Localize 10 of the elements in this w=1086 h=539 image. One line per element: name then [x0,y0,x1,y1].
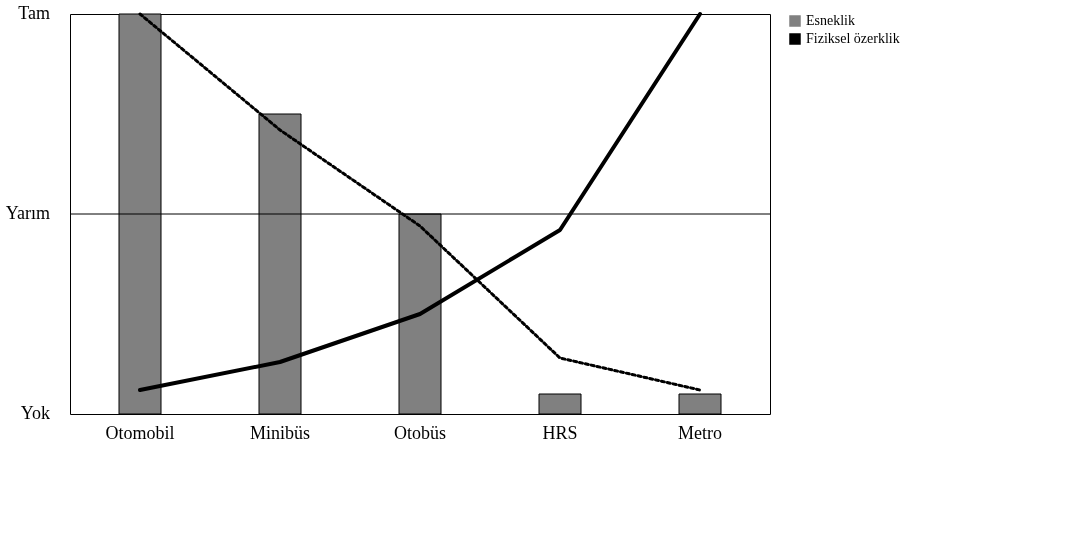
x-tick-label: Otobüs [393,422,447,443]
text: Yok [20,403,50,423]
x-tick-label: HRS [542,422,578,443]
text: Yarım [5,203,50,223]
x-tick-label: Metro [678,422,722,443]
legend-label: Fiziksel özerklik [806,31,900,46]
text: Tam [18,3,50,23]
x-tick-label: Minibüs [249,422,311,443]
legend-label: Esneklik [806,13,855,28]
x-tick-label: Otomobil [105,422,175,443]
